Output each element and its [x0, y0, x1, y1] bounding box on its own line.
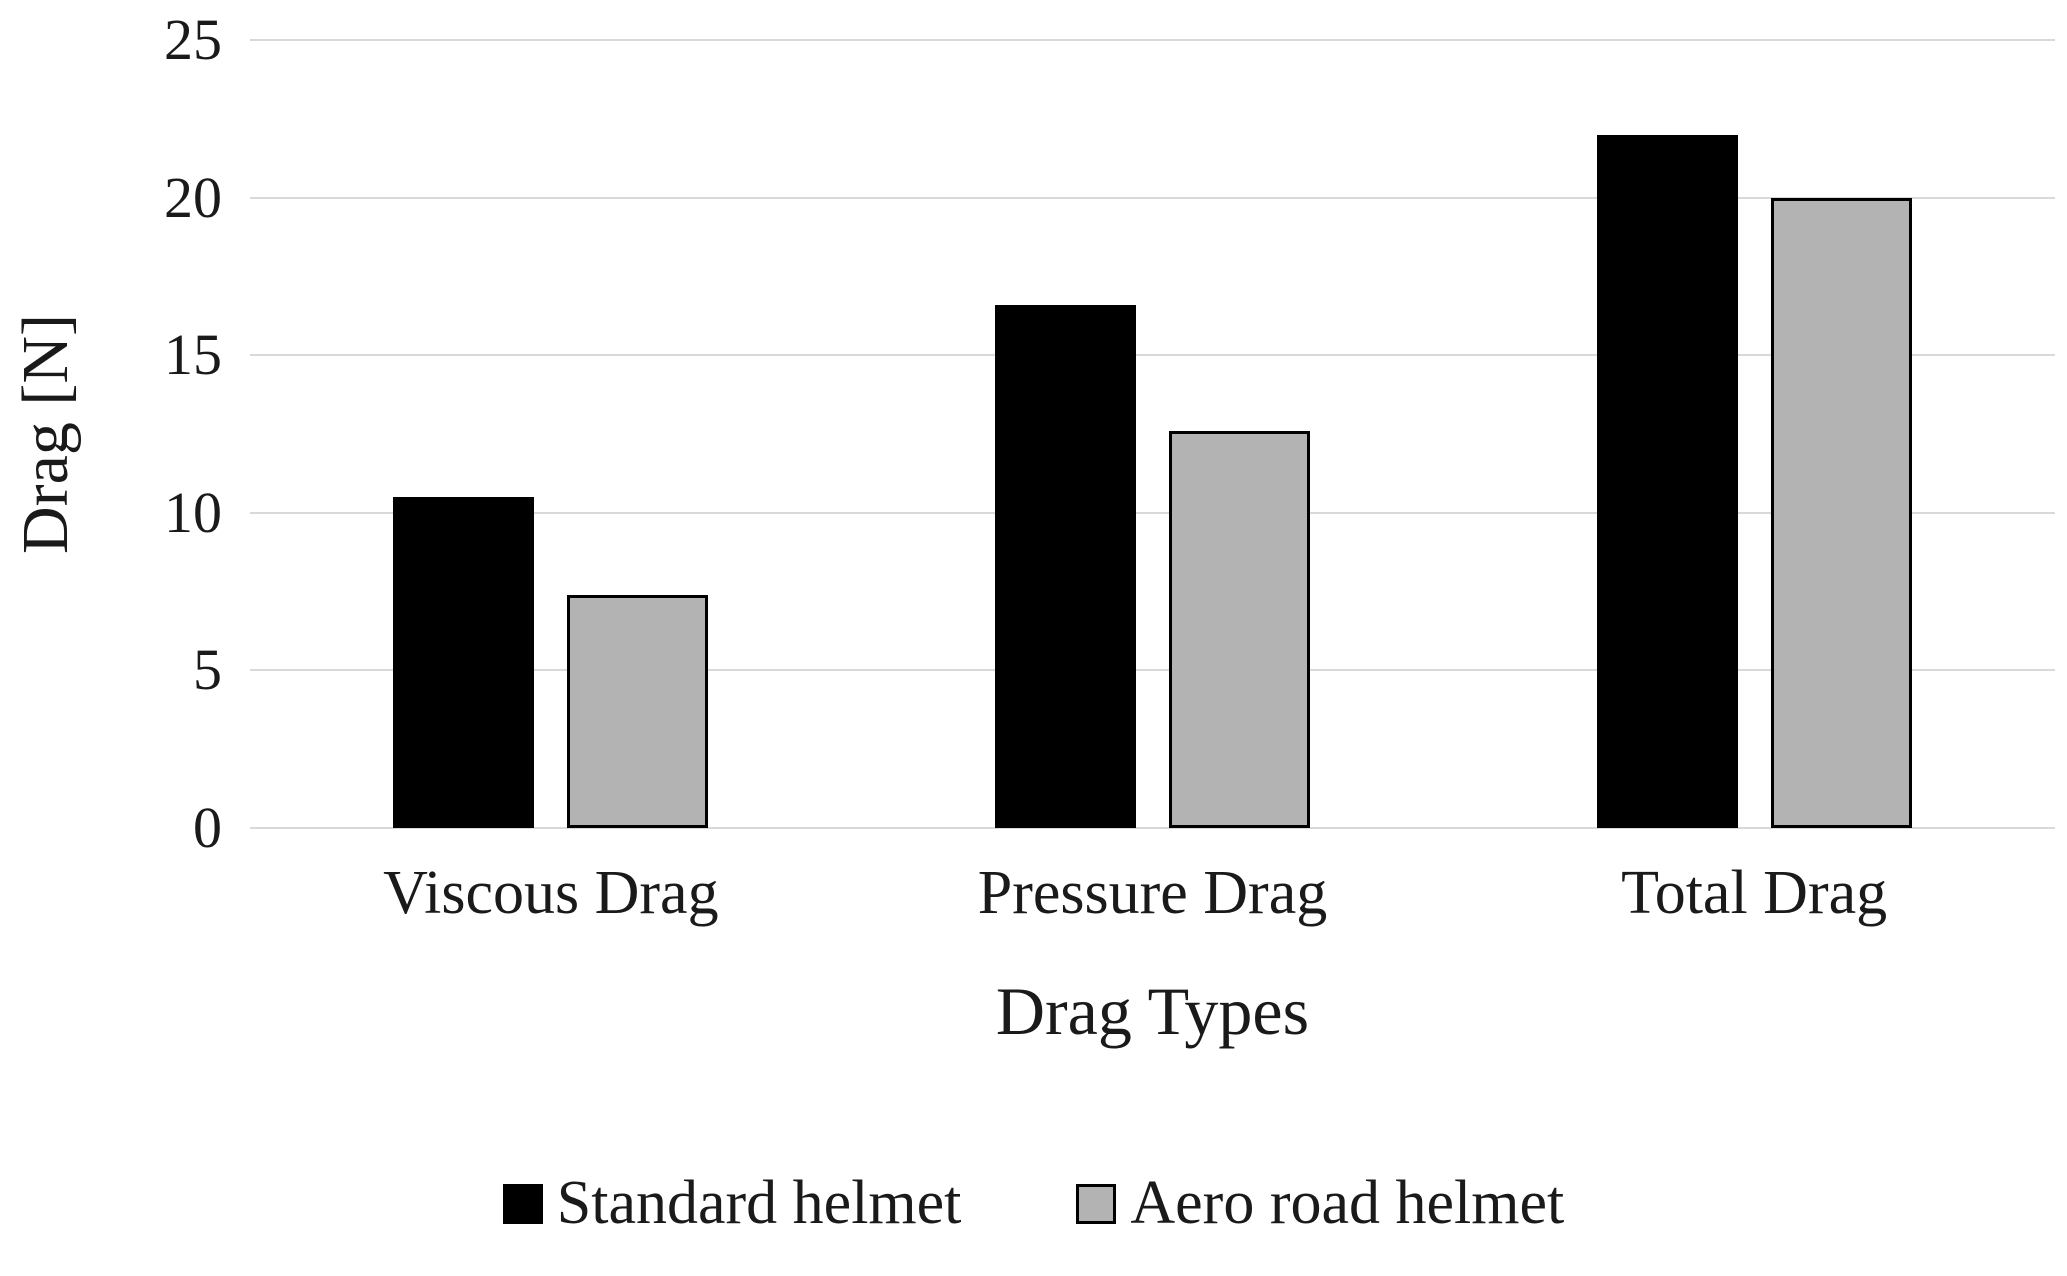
y-tick-label-5: 5 — [193, 637, 222, 703]
plot-area — [250, 39, 2055, 829]
legend-label-aero-road-helmet: Aero road helmet — [1130, 1169, 1565, 1237]
bar-aero-road-helmet-pressure-drag — [1168, 430, 1310, 828]
bar-aero-road-helmet-viscous-drag — [567, 594, 709, 828]
x-axis-title: Drag Types — [995, 973, 1310, 1049]
bar-group-viscous-drag — [250, 40, 852, 828]
gridline-y-5 — [250, 669, 2055, 672]
x-category-label-pressure-drag: Pressure Drag — [977, 859, 1328, 927]
chart-legend: Standard helmet Aero road helmet — [0, 1168, 2067, 1239]
legend-label-standard-helmet: Standard helmet — [556, 1169, 962, 1237]
gridline-y-15 — [250, 354, 2055, 357]
x-category-label-viscous-drag: Viscous Drag — [383, 859, 719, 927]
y-tick-label-25: 25 — [164, 7, 222, 72]
legend-swatch-standard-helmet — [502, 1183, 543, 1224]
y-tick-label-15: 15 — [164, 322, 222, 388]
y-tick-label-10: 10 — [164, 479, 222, 545]
gridline-y-25 — [250, 39, 2055, 41]
legend-item-standard-helmet: Standard helmet — [502, 1168, 962, 1239]
legend-item-aero-road-helmet: Aero road helmet — [1076, 1168, 1564, 1239]
gridline-y-10 — [250, 511, 2055, 514]
bar-standard-helmet-total-drag — [1596, 134, 1738, 828]
gridline-y-0 — [250, 827, 2055, 829]
bar-standard-helmet-viscous-drag — [393, 497, 535, 828]
legend-swatch-aero-road-helmet — [1076, 1183, 1117, 1224]
y-tick-label-20: 20 — [164, 164, 222, 230]
y-axis-labels: 0 5 10 15 20 25 — [0, 11, 222, 857]
y-tick-label-0: 0 — [193, 795, 222, 860]
bar-standard-helmet-pressure-drag — [994, 304, 1136, 828]
bar-group-pressure-drag — [852, 40, 1454, 828]
x-category-label-total-drag: Total Drag — [1621, 859, 1888, 927]
x-axis-category-labels: Viscous Drag Pressure Drag Total Drag — [250, 858, 2055, 929]
gridline-y-20 — [250, 196, 2055, 199]
bar-aero-road-helmet-total-drag — [1770, 197, 1912, 828]
bar-group-total-drag — [1453, 40, 2055, 828]
